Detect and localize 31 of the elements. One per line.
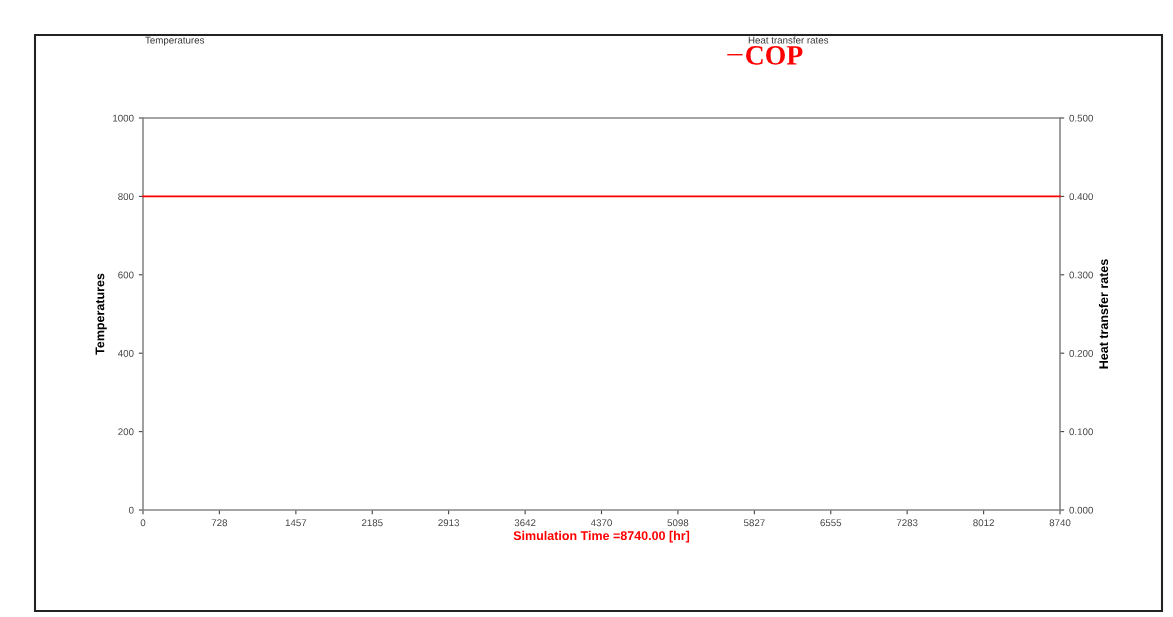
y2-tick-label: 0.200 — [1069, 349, 1093, 357]
x-tick-label: 728 — [211, 519, 228, 527]
y-tick-label: 400 — [117, 349, 134, 357]
text: Heat transfer rates — [748, 36, 829, 44]
x-tick-label: 0 — [140, 519, 146, 527]
x-tick-label: 6555 — [820, 519, 842, 527]
legend-label: COP — [746, 46, 803, 65]
x-tick-label: 2185 — [361, 519, 383, 527]
x-tick-label: 8012 — [973, 519, 994, 527]
y2-tick-label: 0.500 — [1069, 114, 1093, 122]
y-tick-label: 0 — [128, 506, 134, 514]
y2-tick-label: 0.300 — [1069, 271, 1093, 279]
y-axis-title: Temperatures — [95, 273, 107, 355]
text: Temperatures — [145, 36, 205, 46]
y-tick-label: 800 — [118, 193, 134, 201]
x-tick-label: 5098 — [667, 519, 689, 527]
x-axis-title: Simulation Time =8740.00 [hr] — [513, 530, 690, 543]
x-tick-label: 4370 — [590, 519, 612, 527]
y2-axis-title: Heat transfer rates — [1098, 259, 1109, 369]
y2-tick-label: 0.000 — [1069, 506, 1093, 514]
x-tick-label: 2913 — [438, 519, 460, 527]
y-tick-label: 600 — [118, 271, 134, 279]
y-tick-label: 1000 — [113, 114, 134, 122]
y2-tick-label: 0.400 — [1069, 193, 1093, 201]
y2-tick-label: 0.100 — [1069, 428, 1093, 436]
y-tick-label: 200 — [118, 428, 134, 436]
x-tick-label: 1457 — [285, 519, 307, 527]
x-tick-label: 8740 — [1049, 519, 1071, 527]
x-tick-label: 5827 — [743, 519, 765, 527]
x-tick-label: 7283 — [896, 519, 918, 527]
x-tick-label: 3642 — [514, 519, 536, 527]
